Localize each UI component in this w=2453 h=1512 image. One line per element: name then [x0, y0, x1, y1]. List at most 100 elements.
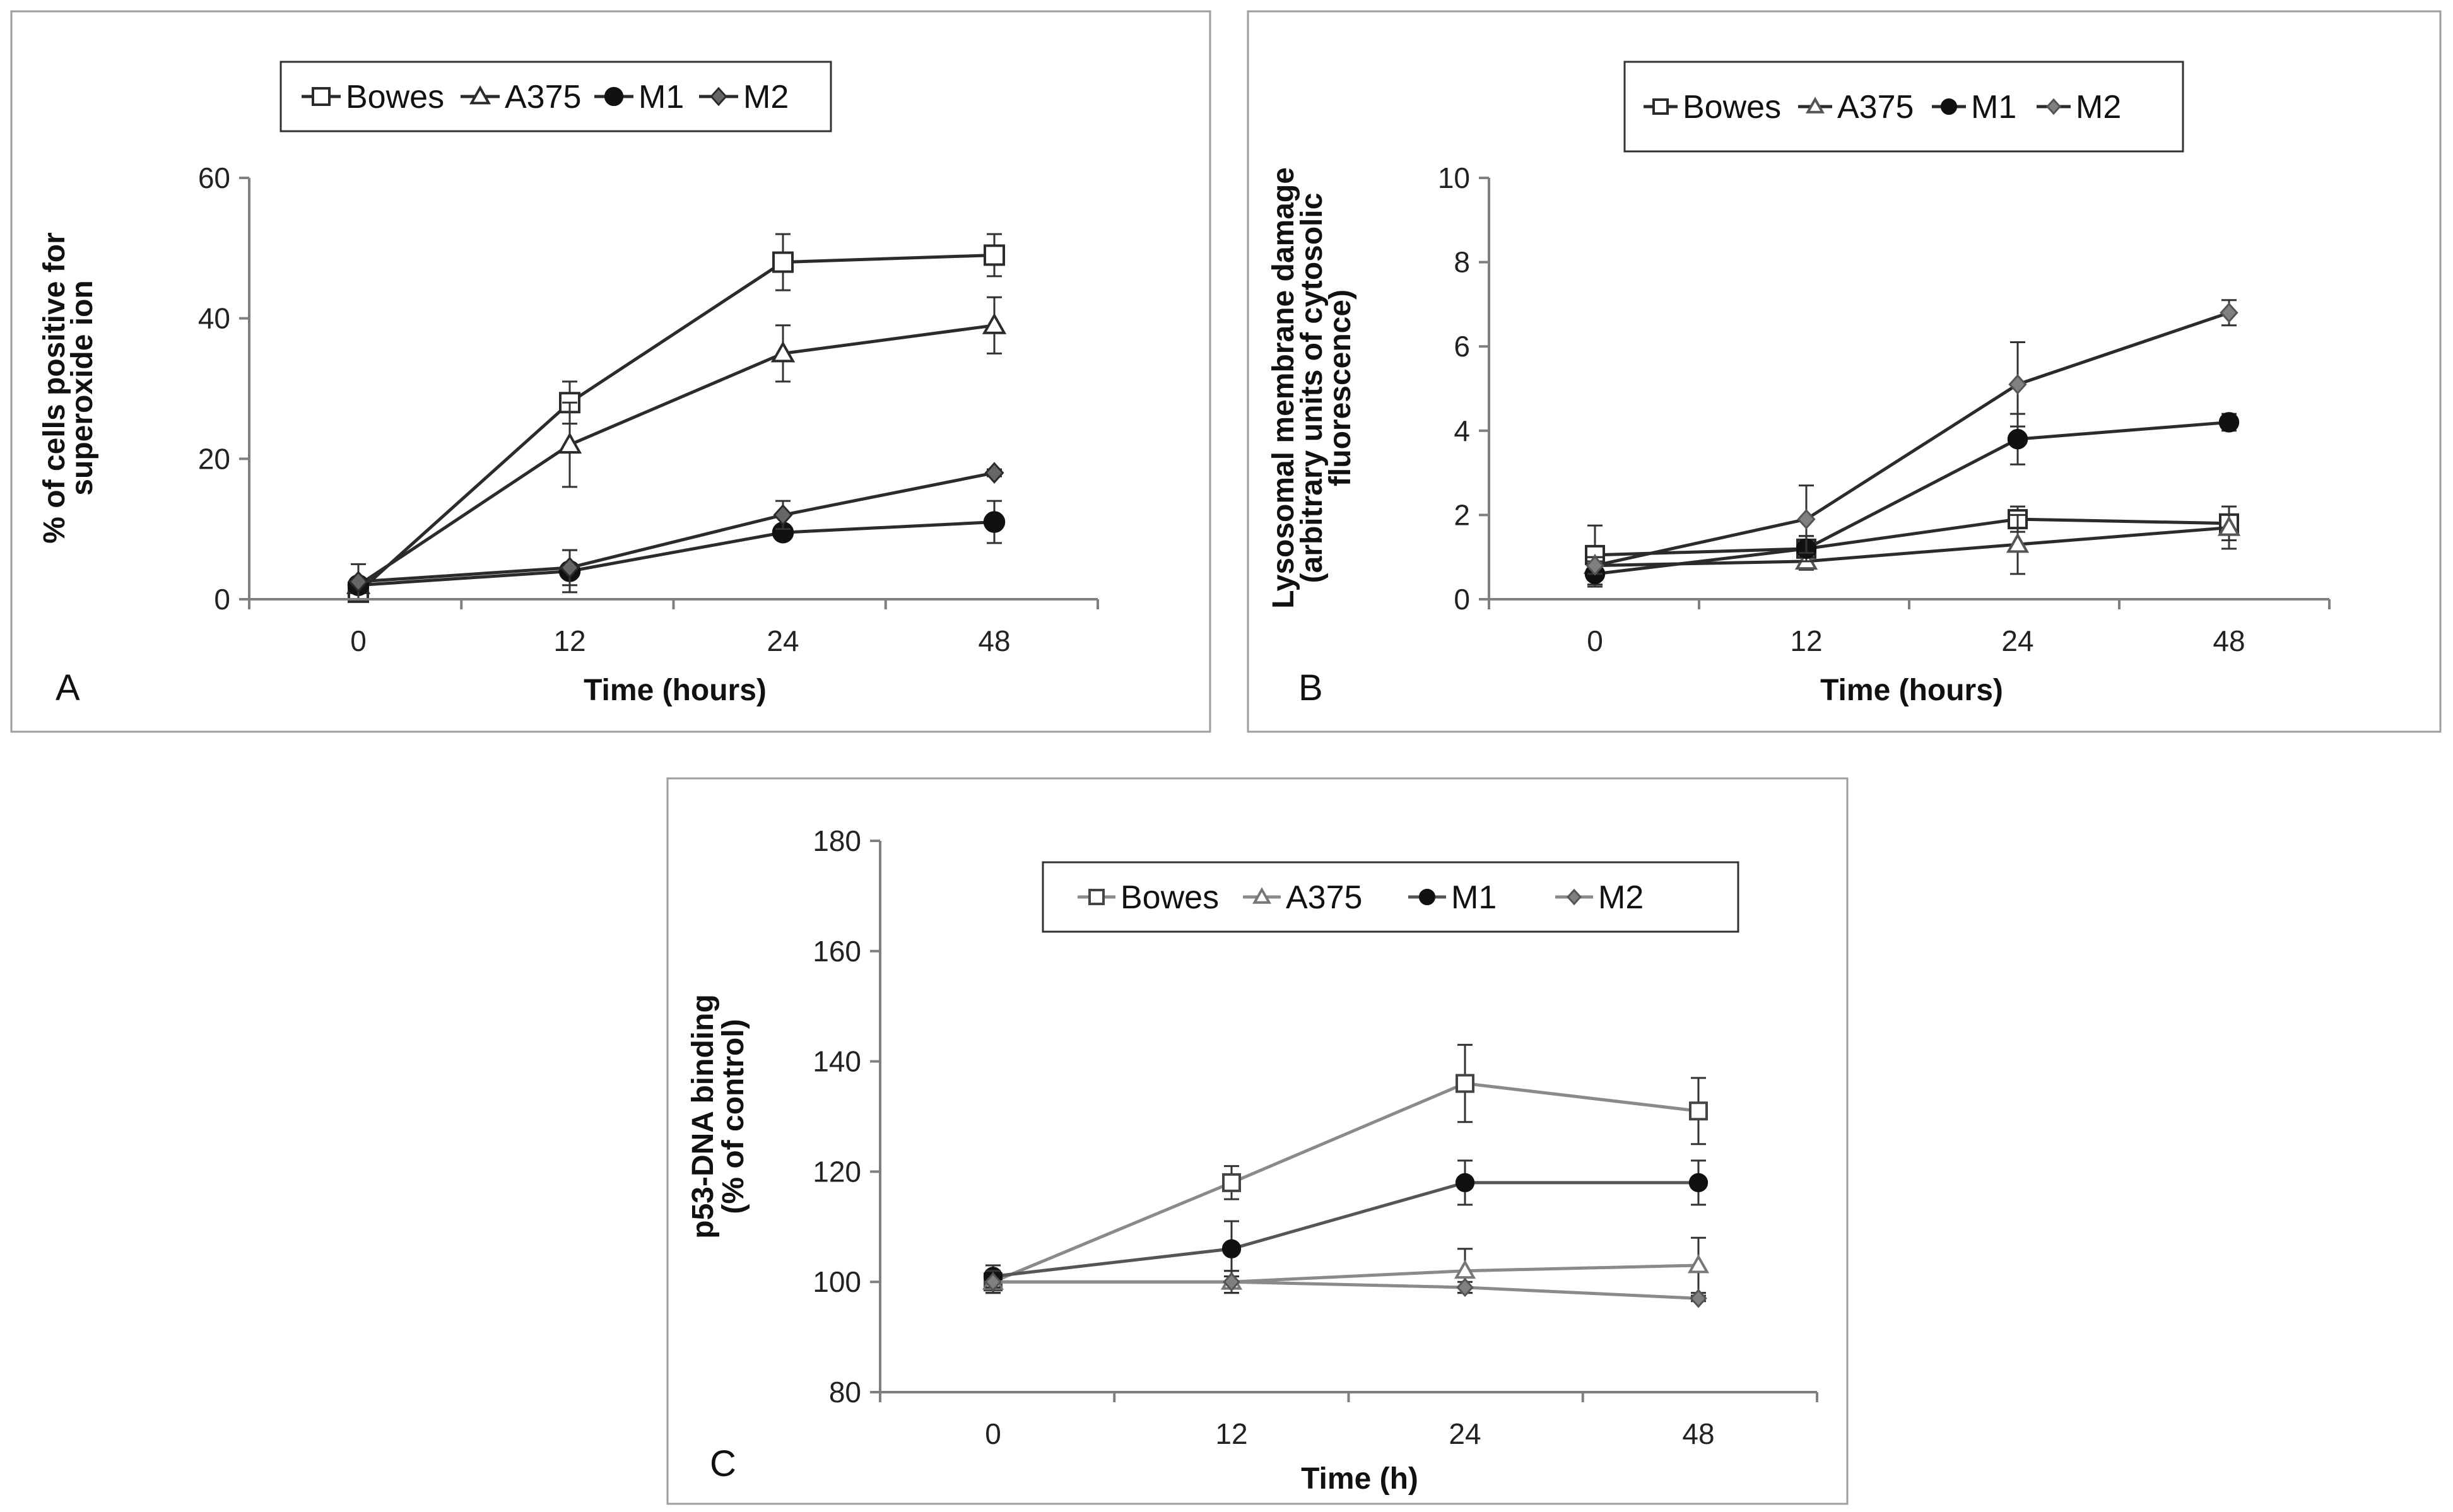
- panel-a-y-tick-label: 40: [198, 302, 230, 335]
- panel-c-legend-marker: [1088, 889, 1105, 905]
- panel-c-x-axis-title: Time (h): [1301, 1462, 1418, 1496]
- panel-c-data-point: [1687, 1254, 1710, 1274]
- panel-c-x-tick-label: 24: [1449, 1417, 1481, 1450]
- panel-a-legend: [279, 61, 832, 132]
- panel-c-series-line: [992, 1181, 1698, 1278]
- panel-a-x-tick-label: 48: [978, 624, 1010, 657]
- panel-a-chart: 0 20 40 60 0 12 24 48 Time (hours) % of cells pos…: [10, 10, 1211, 733]
- panel-a-data-point: [557, 432, 582, 454]
- panel-a-series-line: [357, 324, 995, 587]
- panel-b-legend-label: A375: [1837, 89, 1914, 126]
- panel-a-y-axis-title-line: superoxide ion: [66, 280, 99, 495]
- panel-c-series-bowes: [984, 1043, 1708, 1294]
- panel-b-data-point: [2008, 374, 2027, 395]
- panel-c-data-point: [1455, 1173, 1475, 1193]
- panel-a-y-tick-label: 60: [198, 161, 230, 194]
- panel-a-y-tick-label: 20: [198, 442, 230, 475]
- panel-c-x-tick-label: 0: [985, 1417, 1001, 1450]
- panel-c-series-m1: [983, 1159, 1709, 1289]
- panel-c-data-point: [1454, 1260, 1476, 1279]
- panel-c-data-point: [1456, 1277, 1474, 1298]
- panel-a-data-point: [770, 341, 796, 363]
- panel-a: 0 20 40 60 0 12 24 48 Time (hours) % of cells pos…: [0, 0, 1218, 738]
- panel-a-legend-marker: [604, 86, 624, 107]
- panel-b-x-tick-label: 48: [2213, 624, 2245, 657]
- panel-b-y-axis-title-line: Lysosomal membrane damage: [1267, 167, 1300, 609]
- panel-b-data-point: [2007, 428, 2028, 450]
- panel-b-series-line: [1594, 517, 2230, 557]
- panel-c: 80 100 120 140 160 180 0 12 24 48 Time (h) p53-DNA …: [656, 770, 1874, 1512]
- panel-b-x-axis-title: Time (hours): [1820, 674, 2003, 707]
- panel-c-series-m2: [984, 1270, 1707, 1308]
- panel-a-x-tick-label: 24: [767, 624, 799, 657]
- panel-b-legend-label: M2: [2076, 89, 2121, 126]
- panel-b-y-tick-label: 0: [1454, 583, 1470, 616]
- panel-a-series-a375: [346, 296, 1007, 594]
- panel-b-y-axis-title-line: (arbitrary units of cytosolic: [1295, 193, 1329, 583]
- panel-b-legend-marker: [1652, 98, 1669, 115]
- panel-a-legend-label: M2: [743, 79, 789, 115]
- panel-c-y-axis-title-line: (% of control): [717, 1019, 750, 1214]
- panel-c-series-line: [993, 1280, 1699, 1300]
- panel-b-y-tick-label: 6: [1454, 330, 1470, 363]
- panel-c-data-point: [984, 1272, 1002, 1292]
- panel-c-y-tick-label: 160: [813, 935, 861, 968]
- panel-a-data-point: [983, 511, 1006, 533]
- panel-c-y-tick-label: 100: [813, 1265, 861, 1298]
- panel-c-legend-label: M1: [1451, 879, 1497, 916]
- panel-b-label: B: [1298, 667, 1323, 708]
- panel-a-data-point: [773, 504, 793, 526]
- panel-b-legend-marker: [1806, 97, 1825, 114]
- panel-a-data-point: [560, 556, 580, 579]
- panel-a-legend-marker: [312, 87, 331, 106]
- panel-b-y-tick-label: 8: [1454, 246, 1470, 279]
- panel-a-y-tick-label: 0: [214, 583, 230, 616]
- panel-a-legend-label: A375: [505, 79, 581, 115]
- panel-c-legend: [1042, 861, 1739, 933]
- panel-c-data-point: [1222, 1173, 1241, 1192]
- panel-c-y-axis-title-line: p53-DNA binding: [686, 994, 720, 1239]
- panel-c-y-tick-label: 180: [813, 824, 861, 857]
- panel-c-legend-label: M2: [1598, 879, 1644, 916]
- panel-c-x-tick-label: 48: [1682, 1417, 1714, 1450]
- panel-b-series-a375: [1583, 505, 2241, 575]
- panel-b-y-tick-label: 4: [1454, 414, 1470, 447]
- panel-a-data-point: [772, 251, 794, 273]
- panel-a-series-line: [358, 471, 995, 583]
- panel-a-legend-label: M1: [638, 79, 684, 115]
- panel-a-data-point: [984, 462, 1004, 484]
- panel-b-data-point: [2220, 302, 2238, 324]
- panel-c-label: C: [710, 1443, 736, 1484]
- panel-b-data-point: [2218, 412, 2240, 433]
- panel-b-legend-label: M1: [1971, 89, 2016, 126]
- panel-a-x-tick-label: 0: [350, 624, 367, 657]
- panel-c-series-line: [992, 1081, 1699, 1284]
- panel-b-legend-marker: [1940, 98, 1958, 115]
- panel-b-x-tick-label: 24: [2001, 624, 2033, 657]
- panel-b-data-point: [2217, 515, 2241, 536]
- panel-c-y-tick-label: 140: [813, 1045, 861, 1078]
- panel-b-y-tick-label: 10: [1438, 161, 1470, 194]
- panel-a-data-point: [984, 244, 1005, 266]
- panel-c-legend-marker: [1567, 888, 1582, 906]
- panel-c-y-tick-label: 120: [813, 1155, 861, 1188]
- panel-c-legend-marker: [1252, 887, 1271, 904]
- panel-a-data-point: [348, 570, 368, 593]
- panel-c-chart: 80 100 120 140 160 180 0 12 24 48 Time (h) p53-DNA …: [666, 777, 1849, 1505]
- panel-a-legend-label: Bowes: [346, 79, 444, 115]
- panel-c-legend-label: Bowes: [1121, 879, 1219, 916]
- panel-c-data-point: [1688, 1173, 1709, 1193]
- panel-b-data-point: [1585, 555, 1604, 576]
- panel-c-data-point: [1223, 1272, 1240, 1292]
- panel-b-legend: [1623, 61, 2184, 153]
- panel-b-y-axis-title-line: fluorescence): [1324, 290, 1357, 486]
- panel-c-data-point: [1689, 1101, 1708, 1121]
- panel-b-series-line: [1594, 420, 2230, 576]
- panel-c-x-tick-label: 12: [1215, 1417, 1247, 1450]
- panel-b-series-line: [1594, 311, 2230, 568]
- panel-c-data-point: [1221, 1239, 1242, 1258]
- panel-a-series-line: [358, 520, 995, 587]
- panel-b-x-tick-label: 12: [1790, 624, 1822, 657]
- panel-b-x-tick-label: 0: [1587, 624, 1603, 657]
